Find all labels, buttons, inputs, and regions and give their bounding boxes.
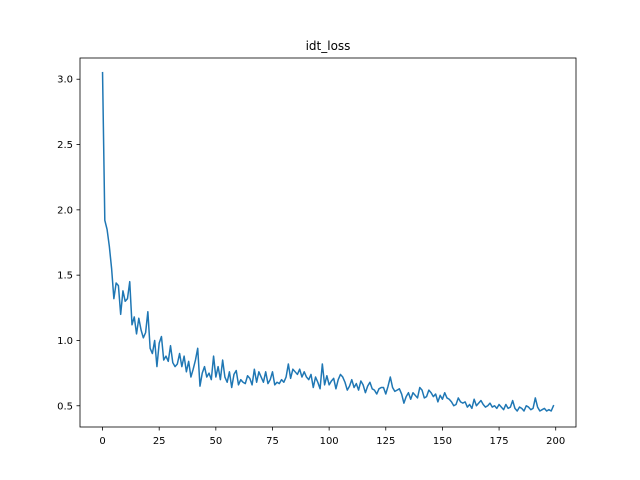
y-tick-label: 3.0 xyxy=(57,75,73,86)
x-tick-label: 175 xyxy=(490,436,509,447)
y-tick-label: 2.0 xyxy=(57,205,73,216)
y-tick-label: 2.5 xyxy=(57,140,73,151)
x-tick-label: 75 xyxy=(266,436,279,447)
y-axis: 0.5 1.0 1.5 2.0 2.5 3.0 xyxy=(57,75,80,412)
x-tick-label: 25 xyxy=(153,436,166,447)
chart-title: idt_loss xyxy=(306,39,351,53)
y-tick-label: 0.5 xyxy=(57,401,73,412)
x-tick-label: 0 xyxy=(99,436,105,447)
plot-frame xyxy=(79,57,577,428)
y-tick-label: 1.0 xyxy=(57,336,73,347)
y-tick-label: 1.5 xyxy=(57,271,73,282)
series-layer xyxy=(101,71,555,412)
x-tick-label: 150 xyxy=(433,436,452,447)
x-tick-label: 200 xyxy=(546,436,565,447)
x-tick-label: 50 xyxy=(209,436,222,447)
x-tick-label: 125 xyxy=(376,436,395,447)
x-tick-label: 100 xyxy=(320,436,339,447)
x-axis: 0 25 50 75 100 125 150 175 200 xyxy=(99,427,565,447)
plot-area: 0 25 50 75 100 125 150 175 200 0.5 1.0 1.5 2.0 2.5 3.… xyxy=(57,57,577,447)
series-line xyxy=(101,71,555,412)
